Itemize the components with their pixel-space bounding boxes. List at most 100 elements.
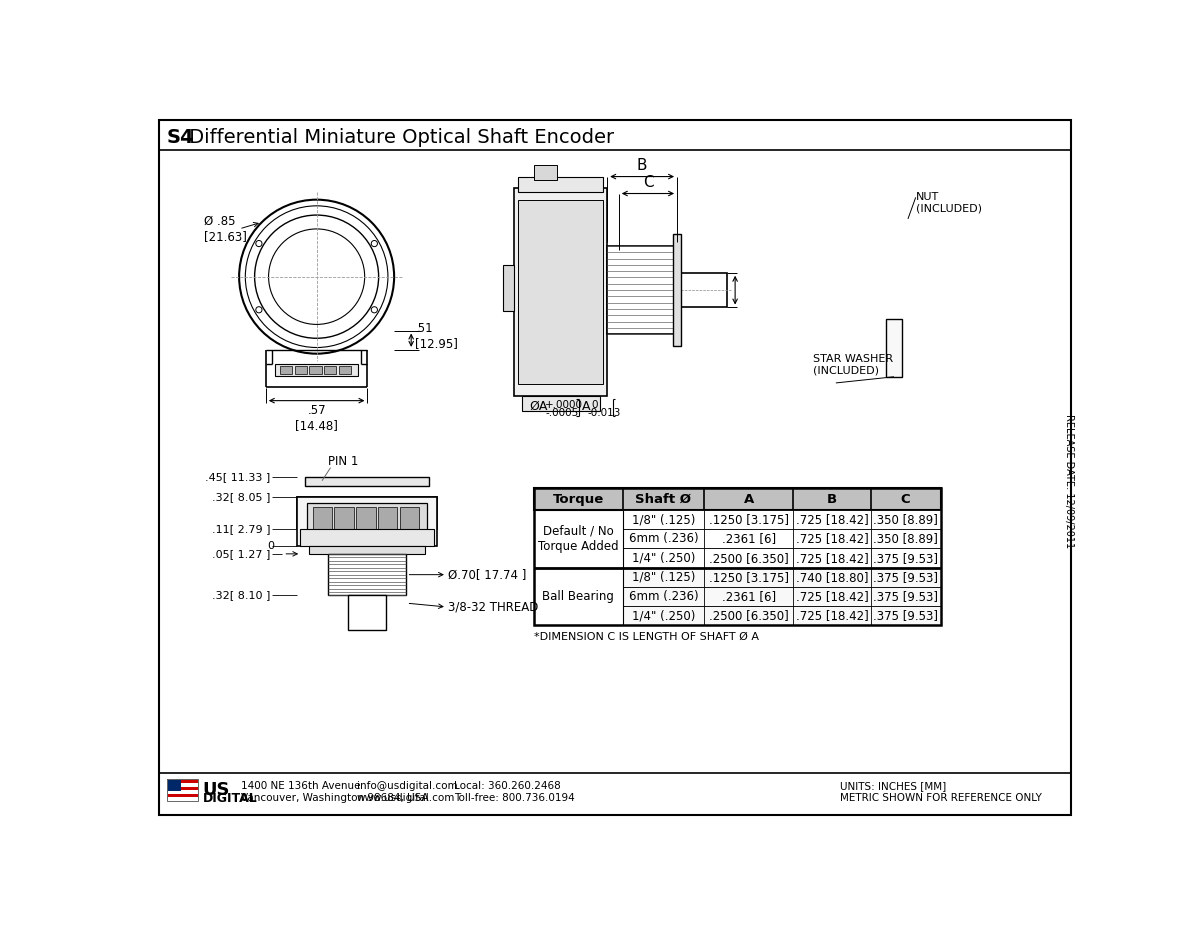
Bar bbox=[300, 530, 434, 546]
Text: A: A bbox=[582, 400, 590, 413]
Bar bbox=[378, 507, 397, 532]
Text: 0: 0 bbox=[592, 400, 599, 410]
Text: .32[ 8.10 ]: .32[ 8.10 ] bbox=[211, 591, 270, 600]
Text: 1400 NE 136th Avenue
Vancouver, Washington 98684, USA: 1400 NE 136th Avenue Vancouver, Washingt… bbox=[241, 781, 428, 803]
Text: DIGITAL: DIGITAL bbox=[203, 792, 258, 805]
Bar bbox=[335, 507, 354, 532]
Bar bbox=[294, 366, 307, 374]
Text: 1/4" (.250): 1/4" (.250) bbox=[631, 609, 695, 622]
Bar bbox=[356, 507, 376, 532]
Bar bbox=[306, 503, 427, 535]
Bar bbox=[167, 790, 198, 794]
Bar bbox=[518, 177, 604, 192]
Text: 1/8" (.125): 1/8" (.125) bbox=[631, 513, 695, 526]
Text: UNITS: INCHES [MM]
METRIC SHOWN FOR REFERENCE ONLY: UNITS: INCHES [MM] METRIC SHOWN FOR REFE… bbox=[840, 781, 1042, 803]
Bar bbox=[534, 530, 941, 548]
Bar bbox=[167, 780, 198, 783]
Text: .740 [18.80]: .740 [18.80] bbox=[796, 570, 869, 584]
Text: STAR WASHER
(INCLUDED): STAR WASHER (INCLUDED) bbox=[812, 354, 893, 375]
Bar bbox=[534, 510, 941, 530]
Text: Ø.70[ 17.74 ]: Ø.70[ 17.74 ] bbox=[449, 569, 527, 582]
Bar bbox=[522, 396, 600, 411]
Text: US: US bbox=[203, 781, 230, 799]
Text: .51
[12.95]: .51 [12.95] bbox=[415, 322, 458, 350]
Text: Local: 360.260.2468
Toll-free: 800.736.0194: Local: 360.260.2468 Toll-free: 800.736.0… bbox=[454, 781, 575, 803]
Text: .45[ 11.33 ]: .45[ 11.33 ] bbox=[205, 472, 270, 482]
Bar bbox=[329, 554, 406, 595]
Bar bbox=[280, 366, 293, 374]
Text: .725 [18.42]: .725 [18.42] bbox=[796, 532, 869, 545]
Bar bbox=[305, 477, 430, 486]
Bar bbox=[167, 780, 198, 801]
Text: NUT
(INCLUDED): NUT (INCLUDED) bbox=[916, 192, 982, 214]
Text: .375 [9.53]: .375 [9.53] bbox=[874, 552, 938, 565]
Text: 1/4" (.250): 1/4" (.250) bbox=[631, 552, 695, 565]
Bar bbox=[607, 246, 677, 334]
Text: 3/8-32 THREAD: 3/8-32 THREAD bbox=[449, 600, 539, 614]
Text: RELEASE DATE: 12/09/2011: RELEASE DATE: 12/09/2011 bbox=[1064, 414, 1074, 548]
Text: A: A bbox=[744, 493, 754, 506]
Text: .375 [9.53]: .375 [9.53] bbox=[874, 570, 938, 584]
Bar bbox=[167, 780, 181, 792]
Text: B: B bbox=[637, 157, 647, 173]
Bar bbox=[534, 587, 941, 607]
Text: .05[ 1.27 ]: .05[ 1.27 ] bbox=[211, 549, 270, 559]
Text: .57
[14.48]: .57 [14.48] bbox=[295, 405, 338, 432]
Text: Differential Miniature Optical Shaft Encoder: Differential Miniature Optical Shaft Enc… bbox=[182, 128, 613, 147]
Bar bbox=[534, 548, 941, 568]
Text: 6mm (.236): 6mm (.236) bbox=[629, 532, 698, 545]
Polygon shape bbox=[882, 261, 906, 304]
Bar bbox=[515, 188, 607, 396]
Text: 6mm (.236): 6mm (.236) bbox=[629, 590, 698, 603]
Bar bbox=[518, 200, 604, 384]
Bar bbox=[338, 366, 352, 374]
Bar bbox=[534, 165, 557, 181]
Bar bbox=[400, 507, 419, 532]
Text: .11[ 2.79 ]: .11[ 2.79 ] bbox=[211, 524, 270, 534]
Bar bbox=[167, 797, 198, 801]
Text: .725 [18.42]: .725 [18.42] bbox=[796, 552, 869, 565]
Text: ØA: ØA bbox=[529, 400, 548, 413]
Text: Ball Bearing: Ball Bearing bbox=[542, 590, 614, 603]
Bar bbox=[310, 366, 322, 374]
Text: info@usdigital.com
www.usdigital.com: info@usdigital.com www.usdigital.com bbox=[356, 781, 457, 803]
Text: .350 [8.89]: .350 [8.89] bbox=[874, 532, 938, 545]
Bar bbox=[298, 497, 437, 530]
Bar bbox=[298, 497, 437, 546]
Text: 0: 0 bbox=[266, 541, 274, 551]
Text: B: B bbox=[827, 493, 838, 506]
Bar bbox=[534, 568, 623, 625]
Bar bbox=[167, 787, 198, 790]
Text: Shaft Ø: Shaft Ø bbox=[636, 493, 691, 506]
Bar bbox=[677, 273, 727, 307]
Text: .2361 [6]: .2361 [6] bbox=[721, 532, 775, 545]
Text: C: C bbox=[901, 493, 911, 506]
Text: -.0005: -.0005 bbox=[545, 408, 578, 419]
Text: PIN 1: PIN 1 bbox=[329, 455, 359, 468]
Text: .1250 [3.175]: .1250 [3.175] bbox=[709, 513, 788, 526]
Text: .2361 [6]: .2361 [6] bbox=[721, 590, 775, 603]
Bar bbox=[348, 595, 386, 630]
Bar bbox=[503, 265, 515, 311]
Bar bbox=[887, 319, 901, 377]
Text: .2500 [6.350]: .2500 [6.350] bbox=[709, 552, 788, 565]
Bar bbox=[534, 568, 941, 587]
Text: .375 [9.53]: .375 [9.53] bbox=[874, 590, 938, 603]
Text: -0.013: -0.013 bbox=[587, 408, 620, 419]
Text: .725 [18.42]: .725 [18.42] bbox=[796, 609, 869, 622]
Bar bbox=[534, 488, 941, 625]
Text: .350 [8.89]: .350 [8.89] bbox=[874, 513, 938, 526]
Bar bbox=[167, 783, 198, 787]
Bar bbox=[275, 364, 358, 376]
Text: .32[ 8.05 ]: .32[ 8.05 ] bbox=[211, 492, 270, 502]
Bar bbox=[534, 607, 941, 625]
Text: C: C bbox=[643, 175, 653, 190]
Bar bbox=[324, 366, 336, 374]
Text: +.0000: +.0000 bbox=[545, 400, 583, 410]
Text: .725 [18.42]: .725 [18.42] bbox=[796, 513, 869, 526]
Text: .725 [18.42]: .725 [18.42] bbox=[796, 590, 869, 603]
Text: .375 [9.53]: .375 [9.53] bbox=[874, 609, 938, 622]
Bar bbox=[534, 510, 623, 568]
Bar bbox=[308, 546, 425, 554]
Bar bbox=[167, 794, 198, 797]
